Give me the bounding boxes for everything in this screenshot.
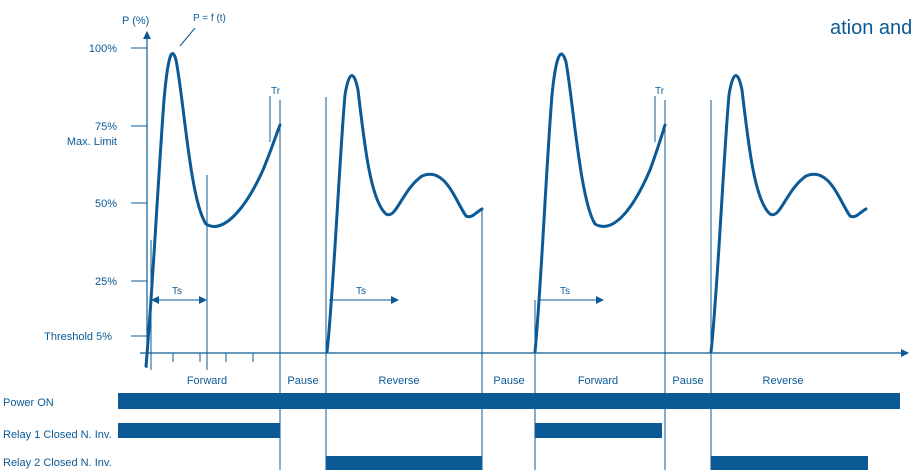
curve-reverse-1 xyxy=(325,74,484,354)
y-tick-75: 75% xyxy=(95,121,117,133)
curve-label-leader xyxy=(179,27,196,47)
relay1-bar-1 xyxy=(118,423,280,438)
power-on-label: Power ON xyxy=(3,397,54,409)
phase-forward-2: Forward xyxy=(578,375,618,387)
phase-pause-3: Pause xyxy=(672,375,703,387)
relay1-label: Relay 1 Closed N. Inv. xyxy=(3,429,112,441)
phase-forward-1: Forward xyxy=(187,375,227,387)
phase-reverse-2: Reverse xyxy=(763,375,804,387)
curve-label: P = f (t) xyxy=(193,13,226,24)
tr-label-2: Tr xyxy=(655,86,665,97)
ts-label-1: Ts xyxy=(172,286,182,297)
power-on-bar xyxy=(118,393,900,409)
tr-label-1: Tr xyxy=(271,86,281,97)
y-tick-25: 25% xyxy=(95,276,117,288)
max-limit-label: Max. Limit xyxy=(67,136,117,148)
y-ticks xyxy=(131,47,147,337)
phase-reverse-1: Reverse xyxy=(379,375,420,387)
x-ticks xyxy=(172,353,254,362)
y-tick-50: 50% xyxy=(95,198,117,210)
relay2-bar-1 xyxy=(326,456,482,470)
curve-forward-1 xyxy=(144,52,282,368)
relay2-label: Relay 2 Closed N. Inv. xyxy=(3,457,112,469)
threshold-label: Threshold 5% xyxy=(44,331,112,343)
curve-forward-2 xyxy=(533,52,667,354)
phase-pause-1: Pause xyxy=(287,375,318,387)
relay1-bar-2 xyxy=(535,423,662,438)
phase-pause-2: Pause xyxy=(493,375,524,387)
top-text: ation and start xyxy=(830,17,913,39)
ts-label-3: Ts xyxy=(560,286,570,297)
timing-lines xyxy=(150,96,712,470)
relay2-bar-2 xyxy=(711,456,868,470)
phase-labels: Forward Pause Reverse Pause Forward Paus… xyxy=(187,375,804,387)
power-curves xyxy=(144,52,868,368)
curve-reverse-2 xyxy=(709,74,868,354)
y-axis-title: P (%) xyxy=(122,15,149,27)
ts-label-2: Ts xyxy=(356,286,366,297)
y-tick-100: 100% xyxy=(89,43,117,55)
